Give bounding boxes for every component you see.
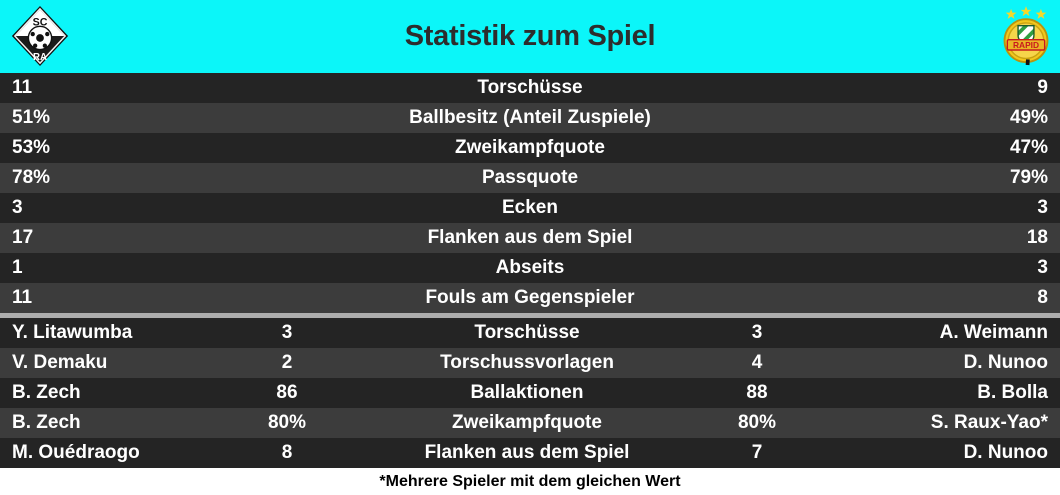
away-team-value: 8 xyxy=(1037,287,1048,308)
home-player-name: M. Ouédraogo xyxy=(12,442,140,463)
home-team-value: 1 xyxy=(12,257,23,278)
away-player-value: 88 xyxy=(746,382,768,403)
away-player-name: B. Bolla xyxy=(977,382,1048,403)
stat-label: Zweikampfquote xyxy=(452,412,602,433)
home-team-value: 11 xyxy=(12,287,33,308)
home-player-name: Y. Litawumba xyxy=(12,322,133,343)
stat-label: Torschussvorlagen xyxy=(440,352,614,373)
stat-label: Flanken aus dem Spiel xyxy=(427,227,633,248)
team-stat-row: 1 Abseits 3 xyxy=(0,253,1060,283)
away-team-value: 9 xyxy=(1037,77,1048,98)
away-player-name: A. Weimann xyxy=(939,322,1048,343)
section-divider xyxy=(0,313,1060,318)
team-stat-row: 51% Ballbesitz (Anteil Zuspiele) 49% xyxy=(0,103,1060,133)
away-player-name: S. Raux-Yao* xyxy=(930,412,1048,433)
team-stat-row: 53% Zweikampfquote 47% xyxy=(0,133,1060,163)
home-player-name: B. Zech xyxy=(12,412,81,433)
stat-label: Zweikampfquote xyxy=(455,137,605,158)
team-stat-row: 11 Fouls am Gegenspieler 8 xyxy=(0,283,1060,313)
home-team-value: 78% xyxy=(12,167,51,188)
home-team-value: 51% xyxy=(12,107,51,128)
home-player-value: 80% xyxy=(267,412,307,433)
player-stats-section: Y. Litawumba 3 Torschüsse 3 A. Weimann V… xyxy=(0,318,1060,468)
away-team-value: 3 xyxy=(1037,197,1048,218)
team-stat-row: 78% Passquote 79% xyxy=(0,163,1060,193)
home-team-value: 3 xyxy=(12,197,23,218)
home-player-name: V. Demaku xyxy=(12,352,108,373)
away-team-value: 49% xyxy=(1009,107,1048,128)
stat-label: Abseits xyxy=(495,257,565,278)
home-team-crest-icon: SC RA xyxy=(9,4,71,73)
away-team-crest-icon: RAPID xyxy=(998,5,1054,72)
footer-note: *Mehrere Spieler mit dem gleichen Wert xyxy=(379,472,681,490)
away-player-value: 4 xyxy=(751,352,763,373)
stat-label: Ballaktionen xyxy=(470,382,584,403)
home-team-value: 53% xyxy=(12,137,51,158)
team-stat-row: 11 Torschüsse 9 xyxy=(0,73,1060,103)
stat-label: Torschüsse xyxy=(477,77,583,98)
player-stat-row: B. Zech 86 Ballaktionen 88 B. Bolla xyxy=(0,378,1060,408)
away-player-value: 3 xyxy=(751,322,763,343)
player-stat-row: Y. Litawumba 3 Torschüsse 3 A. Weimann xyxy=(0,318,1060,348)
svg-text:RA: RA xyxy=(33,52,47,63)
stat-label: Flanken aus dem Spiel xyxy=(424,442,630,463)
stat-label: Torschüsse xyxy=(474,322,580,343)
stat-label: Ecken xyxy=(502,197,558,218)
rapid-banner-text: RAPID xyxy=(1013,40,1039,50)
stat-label: Fouls am Gegenspieler xyxy=(425,287,635,308)
away-team-value: 79% xyxy=(1009,167,1048,188)
away-team-value: 3 xyxy=(1037,257,1048,278)
home-player-name: B. Zech xyxy=(12,382,81,403)
team-stat-row: 17 Flanken aus dem Spiel 18 xyxy=(0,223,1060,253)
away-player-value: 7 xyxy=(751,442,763,463)
team-stats-section: 11 Torschüsse 9 51% Ballbesitz (Anteil Z… xyxy=(0,73,1060,313)
footer-bar: *Mehrere Spieler mit dem gleichen Wert xyxy=(0,468,1060,495)
stat-label: Ballbesitz (Anteil Zuspiele) xyxy=(409,107,651,128)
home-player-value: 86 xyxy=(276,382,298,403)
svg-text:SC: SC xyxy=(33,16,48,28)
team-stat-row: 3 Ecken 3 xyxy=(0,193,1060,223)
player-stat-row: V. Demaku 2 Torschussvorlagen 4 D. Nunoo xyxy=(0,348,1060,378)
home-team-value: 17 xyxy=(12,227,34,248)
home-player-value: 8 xyxy=(281,442,293,463)
page-title: Statistik zum Spiel xyxy=(404,20,656,52)
stat-label: Passquote xyxy=(481,167,579,188)
away-player-name: D. Nunoo xyxy=(963,442,1048,463)
header-bar: SC RA Statistik zum Spiel xyxy=(0,0,1060,73)
home-player-value: 2 xyxy=(281,352,293,373)
home-team-value: 11 xyxy=(12,77,33,98)
away-team-value: 47% xyxy=(1009,137,1048,158)
player-stat-row: B. Zech 80% Zweikampfquote 80% S. Raux-Y… xyxy=(0,408,1060,438)
away-team-value: 18 xyxy=(1026,227,1048,248)
away-player-name: D. Nunoo xyxy=(963,352,1048,373)
player-stat-row: M. Ouédraogo 8 Flanken aus dem Spiel 7 D… xyxy=(0,438,1060,468)
away-player-value: 80% xyxy=(737,412,777,433)
home-player-value: 3 xyxy=(281,322,293,343)
